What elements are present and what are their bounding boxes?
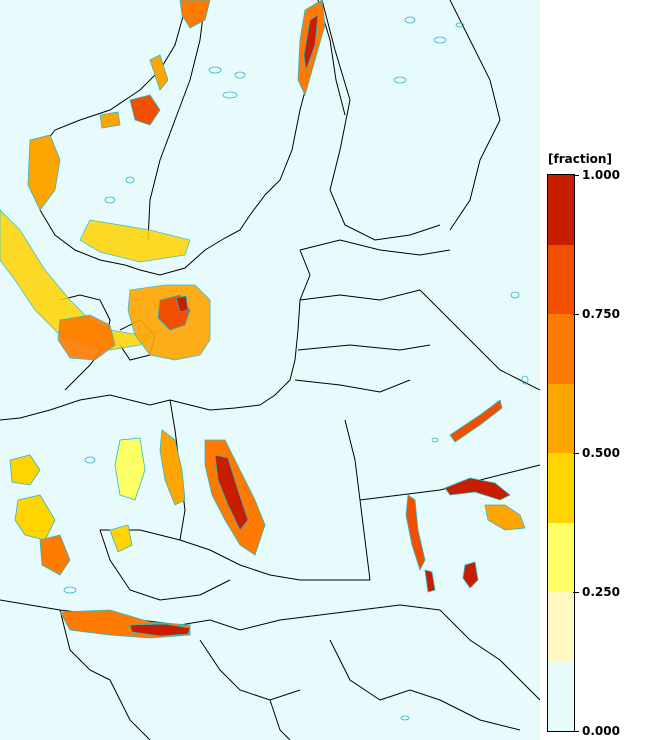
skandes-ridge-core (303, 14, 319, 71)
contour-cell (234, 71, 246, 79)
contour-cell (208, 66, 222, 74)
inland-norway-cells (79, 219, 191, 263)
map-canvas (0, 0, 540, 740)
colorbar-tick (573, 731, 579, 732)
contour-cell (433, 36, 447, 44)
norway-sweden-border (147, 0, 206, 241)
germany-coast (0, 394, 261, 421)
contour-cell (393, 76, 407, 84)
germany-west-cells (9, 454, 56, 541)
romania-border (439, 609, 540, 701)
colorbar (547, 174, 575, 732)
contour-cell (510, 291, 520, 299)
balkan-borders (109, 639, 521, 740)
contour-cell (400, 715, 410, 721)
colorbar-tick-label: 0.250 (582, 585, 620, 599)
poland-east-border (344, 419, 371, 581)
gulf-of-finland (299, 239, 451, 256)
alps-core (129, 623, 191, 637)
poland-west-band (159, 429, 186, 506)
germany-west-core (39, 534, 71, 576)
poland-central-core (214, 454, 249, 531)
norway-north-cells (179, 0, 211, 29)
colorbar-tick-label: 0.750 (582, 307, 620, 321)
legend-unit-label: [fraction] (548, 152, 612, 166)
baltic-states-coast (259, 249, 311, 406)
contour-cell (404, 16, 416, 24)
contour-cell (222, 91, 238, 99)
baltic-states-borders (294, 289, 431, 393)
norway-southwest-cells (27, 134, 61, 211)
colorbar-tick (573, 592, 579, 593)
colorbar-segment (548, 383, 574, 453)
norway-fjord-cells (99, 54, 169, 129)
map-panel[interactable] (0, 0, 541, 740)
colorbar-segment (548, 244, 574, 314)
fraction-contours (0, 0, 526, 639)
colorbar-tick (573, 453, 579, 454)
finland-russia-border (449, 0, 501, 231)
russia-west-border (419, 289, 540, 391)
colorbar-segment (548, 453, 574, 523)
colorbar-segment (548, 592, 574, 662)
legend-panel: [fraction] 1.000 0.750 0.500 0.250 0.000 (540, 0, 669, 740)
colorbar-tick-label: 1.000 (582, 168, 620, 182)
sweden-coast (139, 0, 323, 276)
contour-cell (84, 456, 96, 464)
colorbar-segment (548, 661, 574, 731)
contour-cell (63, 586, 77, 594)
ukraine-north-streak (444, 477, 511, 501)
germany-central-cells (114, 437, 146, 501)
colorbar-tick-label: 0.500 (582, 446, 620, 460)
alpine-borders (0, 599, 301, 701)
czech-cells (109, 524, 133, 553)
ukraine-east-blob (484, 504, 526, 531)
carpathian-cells (424, 561, 479, 593)
scattered-contour-cells (63, 16, 529, 721)
colorbar-segment (548, 522, 574, 592)
norway-coast-cells (129, 94, 161, 126)
finland-coast (321, 0, 441, 241)
colorbar-tick (573, 175, 579, 176)
contour-cell (431, 437, 439, 443)
colorbar-segment (548, 175, 574, 245)
carpathian-streaks (405, 494, 426, 572)
contour-cell (455, 22, 465, 28)
contour-cell (521, 375, 529, 385)
colorbar-tick-label: 0.000 (582, 724, 620, 738)
sweden-south-peak (175, 295, 189, 313)
poland-south-border (179, 539, 370, 581)
contour-cell (104, 196, 116, 204)
colorbar-segment (548, 314, 574, 384)
contour-cell (125, 176, 135, 184)
belarus-streak (449, 399, 503, 443)
skagerrak-blob (57, 314, 116, 361)
colorbar-tick (573, 314, 579, 315)
